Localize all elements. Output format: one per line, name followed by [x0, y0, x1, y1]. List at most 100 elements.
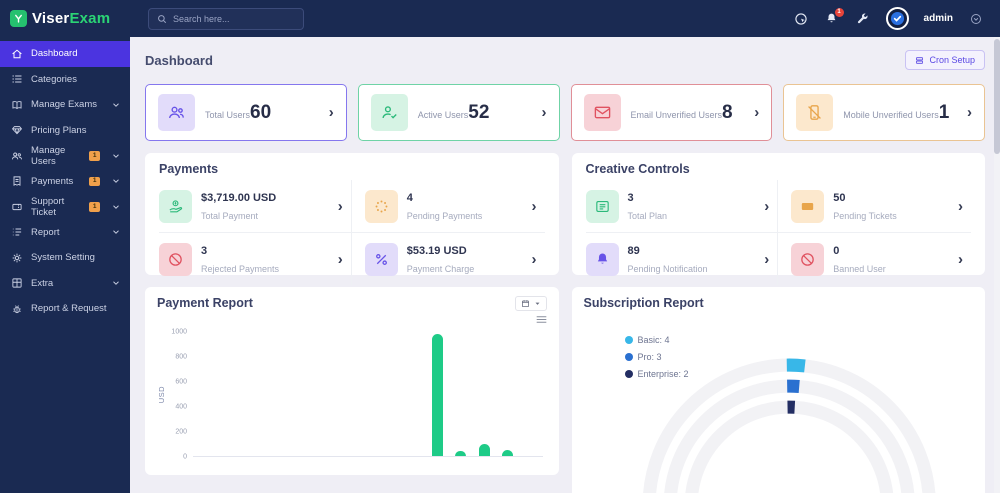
page-title: Dashboard [145, 52, 213, 68]
avatar[interactable] [885, 7, 909, 30]
sidebar-item-system-setting[interactable]: System Setting [0, 245, 130, 271]
bar[interactable] [502, 450, 513, 456]
creative-pending-tickets[interactable]: 50 Pending Tickets › [778, 180, 971, 233]
sidebar-item-extra[interactable]: Extra [0, 271, 130, 297]
visit-site-icon[interactable] [793, 11, 809, 27]
ticket-icon [791, 189, 825, 223]
scrollbar-track[interactable] [994, 37, 1000, 493]
legend-item-basic[interactable]: Basic: 4 [624, 335, 689, 345]
sidebar-item-payments[interactable]: Payments 1 [0, 169, 130, 195]
sidebar-item-report-request[interactable]: Report & Request [0, 296, 130, 322]
item-label: Pending Notification [627, 264, 708, 274]
bar[interactable] [432, 334, 444, 456]
sidebar-item-label: Report & Request [31, 303, 107, 315]
chevron-right-icon: › [541, 104, 547, 121]
item-label: Total Payment [201, 211, 259, 221]
home-icon [10, 47, 23, 60]
y-tick-label: 800 [175, 353, 187, 361]
search-input[interactable] [173, 13, 295, 24]
chevron-down-circle-icon[interactable] [968, 11, 984, 27]
legend-marker [624, 353, 633, 361]
creative-banned-user[interactable]: 0 Banned User › [778, 233, 971, 285]
sidebar-item-support-ticket[interactable]: Support Ticket 1 [0, 194, 130, 220]
item-value: 50 [833, 192, 846, 204]
chevron-down-icon [112, 177, 120, 185]
date-range-picker[interactable] [514, 296, 547, 311]
search-icon [158, 14, 167, 23]
item-value: 3 [627, 192, 634, 204]
sidebar-item-label: Categories [31, 73, 77, 85]
chart-menu-icon[interactable] [536, 315, 547, 324]
sidebar-item-categories[interactable]: Categories [0, 67, 130, 93]
payments-pending[interactable]: 4 Pending Payments › [351, 180, 545, 233]
report-icon [10, 226, 23, 239]
bar[interactable] [478, 444, 490, 456]
payments-rejected[interactable]: 3 Rejected Payments › [159, 233, 352, 285]
chevron-right-icon: › [958, 250, 963, 268]
topbar: ViserExam 1 admin [0, 0, 1000, 37]
sidebar-item-manage-users[interactable]: Manage Users 1 [0, 143, 130, 169]
chevron-right-icon: › [764, 250, 770, 268]
payments-total-payment[interactable]: $3,719.00 USD Total Payment › [159, 180, 352, 233]
sidebar-badge: 1 [89, 176, 100, 186]
wrench-icon[interactable] [855, 11, 871, 27]
bar-yaxis: 0 200 400 600 800 1000 [163, 329, 187, 461]
chevron-down-icon [112, 279, 120, 287]
main-content: Dashboard Cron Setup Total Users60 › Act… [130, 37, 1000, 493]
hand-money-icon [159, 189, 192, 223]
phone-slash-icon [796, 94, 834, 131]
sidebar-item-dashboard[interactable]: Dashboard [0, 41, 130, 67]
card-value: 60 [250, 101, 272, 123]
scrollbar-thumb[interactable] [994, 39, 1000, 154]
ban-icon [791, 242, 825, 276]
cron-setup-button[interactable]: Cron Setup [905, 50, 985, 70]
chevron-right-icon: › [967, 104, 972, 121]
card-total-users[interactable]: Total Users60 › [145, 84, 347, 141]
card-email-unverified[interactable]: Email Unverified Users8 › [570, 84, 773, 141]
bar[interactable] [455, 451, 467, 456]
legend-marker [624, 370, 633, 378]
legend-label: Enterprise: 2 [637, 369, 689, 379]
bar-slot [216, 332, 239, 456]
sidebar-item-label: Manage Users [31, 144, 66, 167]
legend-item-enterprise[interactable]: Enterprise: 2 [624, 369, 689, 379]
sidebar-item-label: Manage Exams [31, 99, 98, 111]
creative-pending-notification[interactable]: 89 Pending Notification › [585, 233, 779, 285]
search-box[interactable] [148, 7, 304, 30]
card-mobile-unverified[interactable]: Mobile Unverified Users1 › [783, 84, 985, 141]
bell-icon[interactable]: 1 [824, 7, 844, 27]
sidebar-item-report[interactable]: Report [0, 220, 130, 246]
sidebar-item-manage-exams[interactable]: Manage Exams [0, 92, 130, 118]
chart-legend: Basic: 4 Pro: 3 Enterprise: 2 [624, 335, 689, 379]
chevron-right-icon: › [337, 197, 343, 215]
chevron-down-icon [112, 101, 120, 109]
radial-chart-wrap: Basic: 4 Pro: 3 Enterprise: 2 [572, 317, 986, 493]
legend-label: Basic: 4 [637, 335, 670, 345]
bar-slot [286, 332, 309, 456]
radial-arc [786, 358, 806, 373]
card-active-users[interactable]: Active Users52 › [357, 84, 560, 141]
calendar-icon [521, 300, 529, 307]
chevron-down-icon [112, 152, 120, 160]
chevron-down-icon [112, 228, 120, 236]
bar-slot [403, 332, 426, 456]
receipt-icon [10, 175, 23, 188]
payments-charge[interactable]: $53.19 USD Payment Charge › [352, 233, 545, 285]
creative-total-plan[interactable]: 3 Total Plan › [585, 180, 779, 233]
bar-plot [193, 332, 543, 457]
legend-item-pro[interactable]: Pro: 3 [624, 352, 689, 362]
bar-slot [473, 332, 496, 456]
bar-slot [263, 332, 286, 456]
card-label: Active Users [417, 109, 469, 120]
bar-slot [193, 332, 216, 456]
admin-label[interactable]: admin [923, 13, 953, 24]
envelope-icon [583, 94, 621, 131]
user-check-icon [370, 94, 408, 131]
logo-icon [10, 10, 27, 27]
bar-chart: USD 0 200 400 600 800 1000 [157, 324, 547, 469]
item-value: 0 [833, 245, 840, 257]
logo[interactable]: ViserExam [0, 10, 130, 27]
sidebar-item-pricing-plans[interactable]: Pricing Plans [0, 118, 130, 144]
sidebar-item-label: Extra [31, 277, 54, 289]
